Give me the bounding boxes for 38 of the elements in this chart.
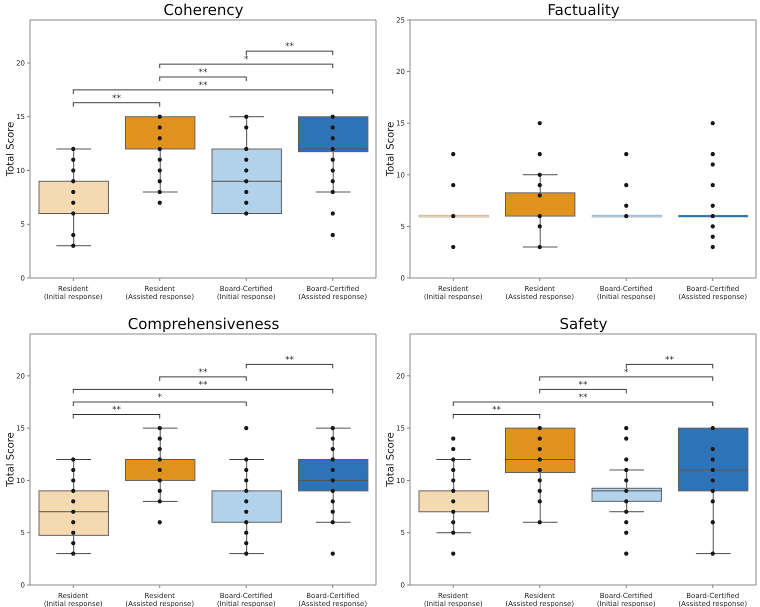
annotation: * [158, 392, 162, 403]
significance-bracket: ** [159, 368, 247, 382]
chart-title: Factuality [546, 1, 621, 19]
annotation: ** [112, 406, 122, 416]
y-axis-title: Total Score [386, 432, 397, 488]
annotation: * [624, 368, 629, 378]
annotation: ** [285, 42, 294, 52]
significance-bracket: ** [539, 380, 627, 394]
significance-bracket: ** [72, 80, 334, 94]
significance-bracket: ** [159, 68, 247, 82]
significance-bracket: * [539, 368, 714, 382]
annotation: ** [285, 355, 294, 366]
annotation: ** [112, 94, 122, 104]
annotation: ** [198, 68, 208, 78]
significance-bracket: ** [452, 406, 540, 420]
chart-title: Comprehensiveness [126, 315, 280, 333]
y-axis-title: Total Score [386, 122, 397, 178]
significance-bracket: * [72, 392, 247, 406]
significance-bracket: ** [72, 380, 334, 394]
significance-bracket: ** [72, 406, 160, 420]
significance-bracket: ** [626, 355, 714, 369]
significance-bracket: ** [452, 392, 714, 406]
annotation: ** [198, 380, 208, 390]
annotation: ** [492, 406, 502, 416]
annotation: ** [198, 80, 208, 91]
annotation: ** [665, 355, 674, 366]
annotation: ** [578, 380, 588, 390]
annotation: ** [578, 392, 588, 403]
annotation: ** [198, 368, 208, 378]
y-axis-title: Total Score [6, 122, 17, 178]
significance-bracket: * [159, 55, 334, 69]
y-axis-title: Total Score [6, 432, 17, 488]
significance-bracket: ** [246, 42, 334, 56]
chart-title: Safety [558, 315, 608, 333]
significance-bracket: ** [72, 94, 160, 108]
chart-title: Coherency [162, 1, 245, 19]
annotation: * [244, 55, 249, 66]
significance-bracket: ** [246, 355, 334, 369]
